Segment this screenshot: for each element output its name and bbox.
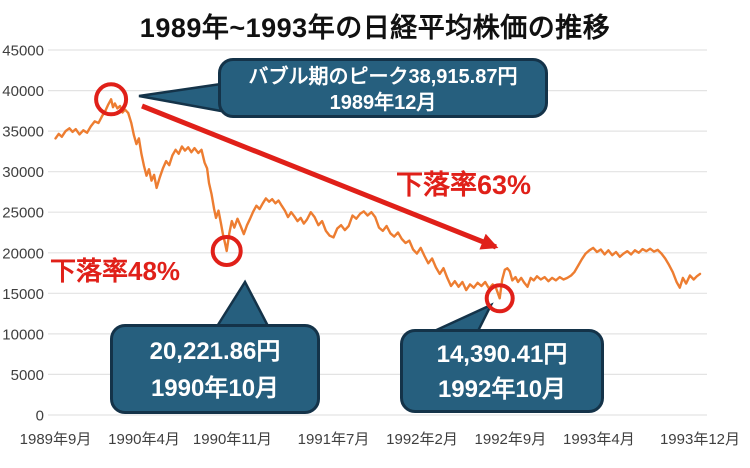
y-axis-tick-label: 45000 (2, 43, 44, 60)
x-axis-tick-label: 1991年7月 (298, 431, 370, 448)
x-axis-tick-label: 1992年2月 (386, 431, 458, 448)
chart-title: 1989年~1993年の日経平均株価の推移 (139, 13, 611, 43)
y-axis-tick-label: 25000 (2, 205, 44, 222)
y-axis-tick-label: 30000 (2, 164, 44, 181)
highlight-circle (210, 235, 243, 267)
x-axis-tick-label: 1992年9月 (475, 431, 547, 448)
y-axis-tick-label: 15000 (2, 286, 44, 303)
y-axis-tick-label: 5000 (11, 367, 44, 384)
price-line (54, 98, 702, 300)
trough-1992-value: 14,390.41円 (436, 341, 568, 368)
y-axis-tick-label: 20000 (2, 245, 44, 262)
peak-callout-value: バブル期のピーク38,915.87円 (248, 66, 518, 88)
callout-tail (138, 82, 223, 113)
trough-1992-date: 1992年10月 (437, 376, 567, 403)
trough-1990-callout: 20,221.86円 1990年10月 (110, 324, 320, 414)
x-axis-tick-label: 1993年4月 (563, 431, 635, 448)
trough-1992-callout: 14,390.41円 1992年10月 (400, 329, 604, 413)
decline-rate-63-label: 下落率63% (396, 170, 532, 200)
decline-arrow (141, 103, 499, 250)
x-axis-tick-label: 1990年11月 (193, 431, 272, 448)
y-axis-tick-label: 35000 (2, 124, 44, 141)
y-axis-tick-label: 0 (36, 408, 44, 425)
decline-rate-48-label: 下落率48% (50, 256, 181, 286)
x-axis-tick-label: 1989年9月 (20, 431, 92, 448)
x-axis-tick-label: 1990年4月 (108, 431, 180, 448)
trough-1990-value: 20,221.86円 (149, 338, 281, 365)
trough-1990-date: 1990年10月 (150, 375, 280, 402)
peak-callout: バブル期のピーク38,915.87円 1989年12月 (218, 58, 548, 118)
highlight-circle (94, 82, 129, 117)
highlight-circle (484, 283, 515, 314)
x-axis-tick-label: 1993年12月 (660, 431, 740, 448)
y-axis-tick-label: 40000 (2, 83, 44, 100)
y-axis-tick-label: 10000 (2, 326, 44, 343)
callout-tail (213, 279, 272, 330)
peak-callout-date: 1989年12月 (329, 92, 437, 114)
